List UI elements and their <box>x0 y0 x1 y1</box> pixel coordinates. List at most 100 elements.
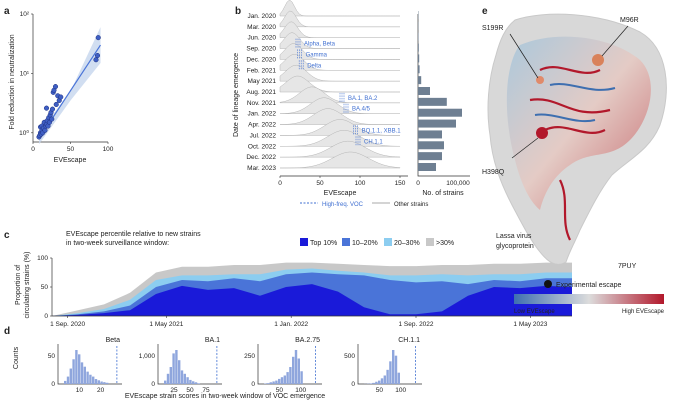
panel-b-ridge <box>279 108 400 125</box>
panel-d-bar <box>78 354 81 384</box>
panel-d-xtick: 50 <box>186 387 194 394</box>
panel-d-bar <box>292 356 295 384</box>
panel-c-legend-label: Top 10% <box>310 240 337 247</box>
panel-c-ytick: 100 <box>37 255 48 262</box>
panel-d-bar <box>180 370 184 384</box>
panel-d-bar <box>83 366 86 384</box>
panel-d-subplot-title: CH.1.1 <box>398 337 420 344</box>
panel-a-ytick: 10² <box>20 11 30 18</box>
panel-c-title-line2: in two-week surveillance window: <box>66 240 169 247</box>
panel-d-bar <box>186 377 189 384</box>
pointer-m96r <box>601 25 629 57</box>
panel-d-xtick: 10 <box>76 387 84 394</box>
panel-c-legend-swatch <box>300 238 308 246</box>
panel-d-xtick: 50 <box>276 387 284 394</box>
panel-a-point <box>42 127 48 133</box>
panel-b-date-label: Dec. 2022 <box>246 154 276 161</box>
panel-b-date-label: Jan. 2022 <box>247 111 276 118</box>
panel-c-ylabel-line1: Proportion of <box>15 265 22 305</box>
panel-a-point <box>53 101 59 108</box>
panel-a-ytick: 10⁰ <box>19 129 29 137</box>
panel-e-structure: S199R M96R H398Q Lassa virus glycoprotei… <box>482 13 667 315</box>
panel-b-ridge <box>279 0 400 17</box>
panel-d-xtick: 75 <box>202 387 210 394</box>
panel-d-bar <box>183 373 186 384</box>
panel-c-xtick: 1 May 2023 <box>513 321 547 328</box>
label-h398q: H398Q <box>482 169 505 176</box>
panel-d-bar <box>372 382 375 384</box>
panel-c-title-line1: EVEscape percentile relative to new stra… <box>66 231 201 238</box>
panel-a-point <box>58 94 64 100</box>
panel-d-bar <box>72 359 75 384</box>
panel-d-bar <box>197 383 200 384</box>
panel-b-date-label: Jun. 2020 <box>247 35 276 42</box>
panel-b-voc-label: CH.1.1 <box>364 139 383 145</box>
panel-d-subplot: Beta 0 50 10 20 <box>48 337 122 394</box>
panel-d-bar <box>275 380 278 384</box>
panel-letter-a: a <box>4 6 10 17</box>
panel-d-bar <box>397 372 400 384</box>
pointer-s199r <box>509 33 539 79</box>
panel-d-bar <box>169 367 172 384</box>
panel-d-bar <box>92 376 95 384</box>
panel-letter-c: c <box>4 230 10 241</box>
panel-c-legend-swatch <box>342 238 350 246</box>
colorbar-low-label: Low EVEscape <box>514 309 555 315</box>
panel-d-bar <box>386 369 389 384</box>
panel-d-bar <box>178 360 181 384</box>
panel-d-xtick: 50 <box>376 387 384 394</box>
panel-a-point <box>49 106 56 112</box>
panel-b-voc-label: BA.1, BA.2 <box>348 96 378 102</box>
panel-a-point <box>52 84 59 90</box>
panel-d-bar <box>64 380 67 384</box>
panel-b-count-bar <box>418 152 442 161</box>
panel-d-bar <box>392 350 395 384</box>
panel-d-xtick: 100 <box>395 387 406 394</box>
panel-d-bar <box>369 383 372 384</box>
panel-d-ytick: 50 <box>48 353 56 360</box>
panel-d-bar <box>103 382 106 384</box>
panel-letter-e: e <box>482 6 488 17</box>
panel-d-bar <box>100 381 103 384</box>
panel-d-xtick: 25 <box>170 387 178 394</box>
escape-site-m96r <box>592 54 604 66</box>
panel-d-bar <box>294 350 298 384</box>
panel-d-ytick: 0 <box>151 381 155 388</box>
panel-d-ylabel: Counts <box>13 346 20 369</box>
panel-b-count-label: No. of strains <box>422 190 464 197</box>
panel-b-voc-label: BQ.1.1, XBB.1 <box>362 128 402 134</box>
panel-d-bar <box>278 378 281 384</box>
panel-c-legend-label: 10–20% <box>352 240 378 247</box>
panel-a-scatter: Fold reduction in neutralization EVEscap… <box>9 11 114 164</box>
panel-d-bar <box>166 373 170 384</box>
panel-d-bar <box>80 362 84 384</box>
legend-escape-label: Experimental escape <box>556 282 621 289</box>
panel-d-bar <box>66 376 70 384</box>
panel-d-bar <box>97 380 100 384</box>
panel-b-date-label: Jul. 2022 <box>250 132 277 139</box>
panel-b-date-label: Oct. 2022 <box>248 143 277 150</box>
panel-b-ridge <box>279 140 401 158</box>
panel-b-xtick: 100 <box>355 180 366 187</box>
panel-d-bar <box>283 375 286 384</box>
panel-d-bar <box>69 368 72 384</box>
panel-letter-b: b <box>235 6 241 17</box>
panel-d-bar <box>289 367 292 384</box>
panel-d-subplot-title: BA.2.75 <box>295 337 320 344</box>
panel-a-point <box>93 57 99 63</box>
panel-b-ridge <box>279 119 401 136</box>
panel-d-ytick: 1,000 <box>139 353 156 360</box>
panel-b-ridgeline: Date of lineage emergence Jan. 2020 Mar. … <box>233 0 470 208</box>
panel-d-histograms: Counts Beta 0 50 10 20 BA.1 0 1,000 25 50 75 BA.2.7… <box>13 337 422 400</box>
panel-d-bar <box>394 355 398 384</box>
panel-b-count-bar <box>418 141 444 150</box>
panel-b-count-bar <box>418 130 442 139</box>
panel-letter-d: d <box>4 326 10 337</box>
panel-a-point <box>95 35 101 41</box>
panel-d-bar <box>300 371 303 384</box>
panel-b-date-label: Mar. 2023 <box>247 165 276 172</box>
panel-a-ylabel: Fold reduction in neutralization <box>9 34 16 129</box>
panel-b-date-label: May 2021 <box>247 78 276 85</box>
panel-d-bar <box>172 353 175 384</box>
